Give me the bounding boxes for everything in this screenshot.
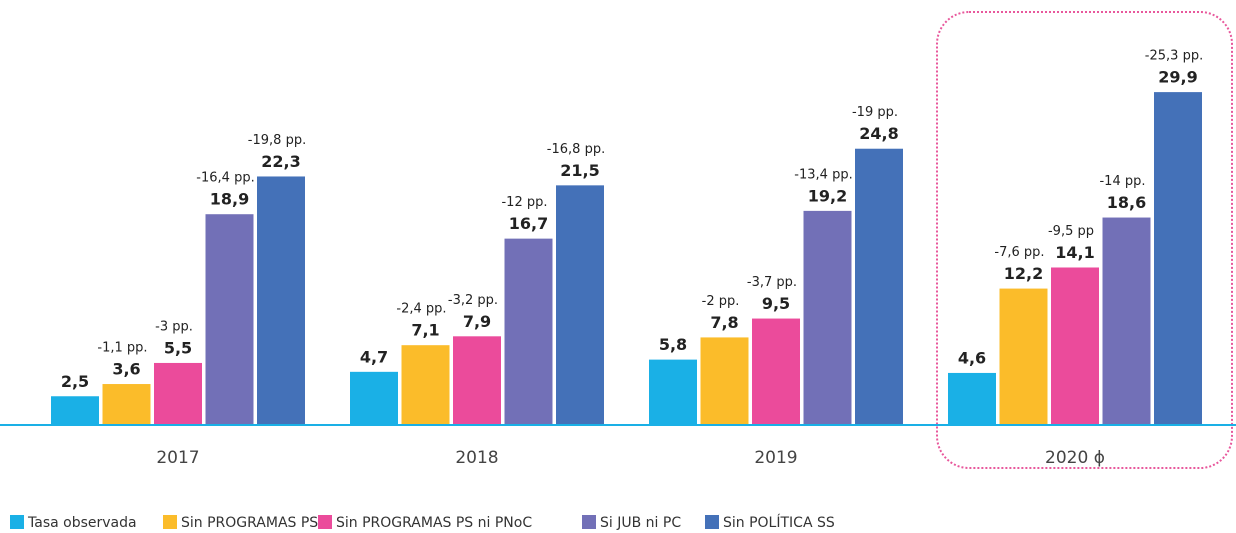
- legend-swatch: [318, 515, 332, 529]
- annotation: -19,8 pp.: [248, 133, 306, 148]
- annotation: -12 pp.: [501, 195, 547, 210]
- bar: [1102, 217, 1151, 424]
- bar: [205, 214, 254, 424]
- annotation: -2 pp.: [702, 294, 740, 309]
- legend-label: Tasa observada: [27, 515, 137, 531]
- annotation: -3,7 pp.: [747, 275, 797, 290]
- bar: [350, 371, 398, 424]
- value-label: 7,8: [710, 313, 738, 332]
- legend-swatch: [582, 515, 596, 529]
- legend-label: Si JUB ni PC: [600, 515, 681, 531]
- annotation: -2,4 pp.: [396, 302, 446, 317]
- value-label: 24,8: [859, 124, 898, 143]
- bar: [257, 176, 305, 424]
- annotation: -13,4 pp.: [794, 167, 852, 182]
- value-label: 29,9: [1158, 68, 1197, 87]
- annotation: -16,8 pp.: [547, 142, 605, 157]
- bar: [649, 359, 697, 424]
- bar: [504, 238, 553, 424]
- bar: [401, 345, 450, 424]
- annotation: -3 pp.: [155, 319, 193, 334]
- value-label: 14,1: [1055, 243, 1094, 262]
- bar: [700, 337, 749, 424]
- value-label: 9,5: [762, 294, 790, 313]
- highlight-box: [936, 11, 1233, 469]
- value-label: 18,9: [210, 190, 249, 209]
- value-label: 18,6: [1107, 193, 1146, 212]
- annotation: -16,4 pp.: [196, 171, 254, 186]
- annotation: -1,1 pp.: [97, 341, 147, 356]
- annotation: -3,2 pp.: [448, 293, 498, 308]
- legend-swatch: [10, 515, 24, 529]
- legend-label: Sin PROGRAMAS PS: [181, 515, 318, 531]
- bar: [154, 362, 202, 424]
- bar: [855, 148, 903, 424]
- x-tick-label: 2018: [455, 448, 498, 468]
- bar: [1051, 267, 1099, 424]
- bar: [556, 185, 604, 424]
- value-label: 4,6: [958, 348, 986, 367]
- x-tick-label: 2019: [754, 448, 797, 468]
- bar: [453, 336, 501, 424]
- value-label: 5,5: [164, 338, 192, 357]
- bar: [999, 288, 1048, 424]
- value-label: 21,5: [560, 161, 599, 180]
- bar: [803, 210, 852, 424]
- annotation: -25,3 pp.: [1145, 49, 1203, 64]
- bar: [948, 372, 996, 424]
- value-label: 7,9: [463, 312, 491, 331]
- legend-label: Sin POLÍTICA SS: [723, 514, 835, 531]
- value-label: 19,2: [808, 186, 847, 205]
- value-label: 12,2: [1004, 264, 1043, 283]
- value-label: 5,8: [659, 335, 687, 354]
- legend-label: Sin PROGRAMAS PS ni PNoC: [336, 515, 532, 531]
- bar: [1154, 92, 1202, 425]
- bar: [51, 396, 99, 424]
- bar: [102, 384, 151, 424]
- bar: [752, 318, 800, 424]
- annotation: -9,5 pp: [1048, 224, 1094, 239]
- annotation: -7,6 pp.: [994, 245, 1044, 260]
- legend-swatch: [705, 515, 719, 529]
- value-label: 4,7: [360, 347, 388, 366]
- value-label: 3,6: [112, 360, 140, 379]
- annotation: -14 pp.: [1099, 174, 1145, 189]
- value-label: 2,5: [61, 372, 89, 391]
- x-tick-label: 2020 ɸ: [1045, 448, 1105, 468]
- annotation: -19 pp.: [852, 105, 898, 120]
- value-label: 22,3: [261, 152, 300, 171]
- value-label: 16,7: [509, 214, 548, 233]
- x-tick-label: 2017: [156, 448, 199, 468]
- legend-swatch: [163, 515, 177, 529]
- value-label: 7,1: [411, 321, 439, 340]
